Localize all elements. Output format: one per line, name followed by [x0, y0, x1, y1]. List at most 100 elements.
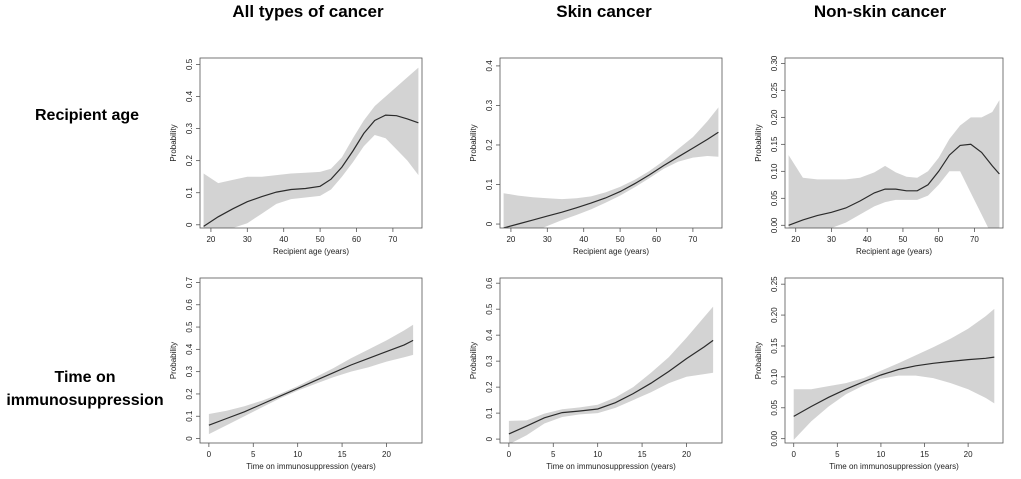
- y-tick-label: 0.20: [770, 109, 779, 125]
- x-tick-label: 70: [388, 235, 397, 244]
- y-tick-label: 0.4: [185, 90, 194, 102]
- chart-non-skin-recipient-age: 20 30 40 50 60 70 0.00 0.05 0.10 0.15 0.20 0.25 0.30…: [754, 55, 1004, 256]
- y-tick-label: 0.30: [770, 55, 779, 71]
- x-tick-label: 0: [791, 450, 796, 459]
- column-title-non-skin: Non-skin cancer: [813, 2, 947, 21]
- x-tick-label: 60: [352, 235, 361, 244]
- y-tick-label: 0.05: [770, 399, 779, 415]
- plot-frame: [499, 57, 723, 229]
- fitted-line: [793, 356, 995, 417]
- y-tick-label: 0.4: [485, 60, 494, 72]
- confidence-band: [793, 308, 995, 440]
- x-tick-label: 15: [338, 450, 347, 459]
- x-tick-label: 50: [316, 235, 325, 244]
- y-tick-label: 0.6: [185, 299, 194, 311]
- x-tick-label: 70: [970, 235, 979, 244]
- fitted-line: [788, 143, 1000, 226]
- y-axis-label: Probability: [469, 124, 478, 161]
- y-tick-label: 0.3: [185, 366, 194, 378]
- y-tick-label: 0.4: [485, 329, 494, 341]
- y-tick-label: 0.2: [485, 381, 494, 393]
- fitted-line: [203, 114, 419, 227]
- row-label-recipient-age: Recipient age: [34, 107, 140, 124]
- y-tick-label: 0.25: [770, 82, 779, 98]
- y-tick-label: 0.25: [770, 276, 779, 292]
- y-tick-label: 0.3: [485, 355, 494, 367]
- plot-frame: [199, 277, 423, 444]
- y-tick-label: 0.10: [770, 163, 779, 179]
- row-label-time-on-immunosuppression: Time on immunosuppression: [6, 369, 164, 409]
- x-tick-label: 30: [543, 235, 552, 244]
- y-tick-label: 0.2: [485, 139, 494, 151]
- fitted-line: [503, 131, 719, 228]
- confidence-band: [208, 324, 414, 435]
- x-tick-label: 60: [652, 235, 661, 244]
- x-tick-label: 5: [551, 450, 556, 459]
- x-tick-label: 40: [279, 235, 288, 244]
- chart-all-types-time-on-immunosuppression: 0 5 10 15 20 0 0.1 0.2 0.3 0.4 0.5 0.6 0.7 Time on im…: [169, 276, 423, 471]
- y-tick-label: 0.5: [185, 321, 194, 333]
- chart-skin-time-on-immunosuppression: 0 5 10 15 20 0 0.1 0.2 0.3 0.4 0.5 0.6 Time on immun…: [469, 277, 723, 471]
- y-axis-label: Probability: [754, 124, 763, 161]
- y-tick-label: 0.3: [485, 99, 494, 111]
- chart-skin-recipient-age: 20 30 40 50 60 70 0 0.1 0.2 0.3 0.4 Recipient age (…: [469, 57, 723, 256]
- y-tick-label: 0.5: [185, 58, 194, 70]
- fitted-line: [208, 339, 414, 426]
- y-tick-label: 0.3: [185, 122, 194, 134]
- y-tick-label: 0.1: [185, 410, 194, 422]
- y-tick-label: 0.10: [770, 369, 779, 385]
- x-tick-label: 15: [638, 450, 647, 459]
- y-tick-label: 0.20: [770, 307, 779, 323]
- x-axis-label: Time on immunosuppression (years): [829, 462, 959, 471]
- x-axis-label: Recipient age (years): [856, 247, 932, 256]
- x-tick-label: 20: [964, 450, 973, 459]
- y-tick-label: 0.15: [770, 338, 779, 354]
- y-tick-label: 0.6: [485, 277, 494, 289]
- x-axis-label: Recipient age (years): [273, 247, 349, 256]
- x-axis-label: Time on immunosuppression (years): [546, 462, 676, 471]
- y-tick-label: 0.05: [770, 190, 779, 206]
- x-tick-label: 20: [382, 450, 391, 459]
- y-axis-label: Probability: [754, 342, 763, 379]
- confidence-band: [503, 107, 719, 228]
- plot-frame: [784, 277, 1004, 444]
- y-tick-label: 0.1: [185, 187, 194, 199]
- x-tick-label: 0: [207, 450, 212, 459]
- y-tick-label: 0.2: [185, 388, 194, 400]
- plot-frame: [784, 57, 1004, 229]
- x-tick-label: 10: [876, 450, 885, 459]
- chart-non-skin-time-on-immunosuppression: 0 5 10 15 20 0.00 0.05 0.10 0.15 0.20 0.25 Time on …: [754, 276, 1004, 471]
- x-axis-label: Time on immunosuppression (years): [246, 462, 376, 471]
- x-tick-label: 70: [688, 235, 697, 244]
- x-tick-label: 50: [616, 235, 625, 244]
- fitted-line: [508, 339, 714, 435]
- column-title-skin: Skin cancer: [556, 2, 652, 21]
- plot-frame: [499, 277, 723, 444]
- x-tick-label: 10: [593, 450, 602, 459]
- x-tick-label: 50: [898, 235, 907, 244]
- confidence-band: [203, 67, 419, 228]
- x-tick-label: 20: [682, 450, 691, 459]
- x-tick-label: 0: [507, 450, 512, 459]
- y-tick-label: 0.15: [770, 136, 779, 152]
- x-tick-label: 30: [827, 235, 836, 244]
- y-tick-label: 0.00: [770, 217, 779, 233]
- y-tick-label: 0.00: [770, 430, 779, 446]
- plot-frame: [199, 57, 423, 229]
- y-tick-label: 0.2: [185, 155, 194, 167]
- x-tick-label: 40: [579, 235, 588, 244]
- confidence-band: [508, 306, 714, 443]
- x-tick-label: 5: [251, 450, 256, 459]
- y-tick-label: 0: [185, 436, 194, 441]
- chart-all-types-recipient-age: 20 30 40 50 60 70 0 0.1 0.2 0.3 0.4 0.5 Recipient ag…: [169, 57, 423, 256]
- x-tick-label: 40: [863, 235, 872, 244]
- y-tick-label: 0.5: [485, 303, 494, 315]
- y-tick-label: 0.1: [485, 178, 494, 190]
- column-title-all-types: All types of cancer: [232, 2, 384, 21]
- y-axis-label: Probability: [469, 342, 478, 379]
- x-tick-label: 10: [293, 450, 302, 459]
- x-tick-label: 5: [835, 450, 840, 459]
- x-tick-label: 20: [506, 235, 515, 244]
- y-axis-label: Probability: [169, 342, 178, 379]
- x-tick-label: 20: [206, 235, 215, 244]
